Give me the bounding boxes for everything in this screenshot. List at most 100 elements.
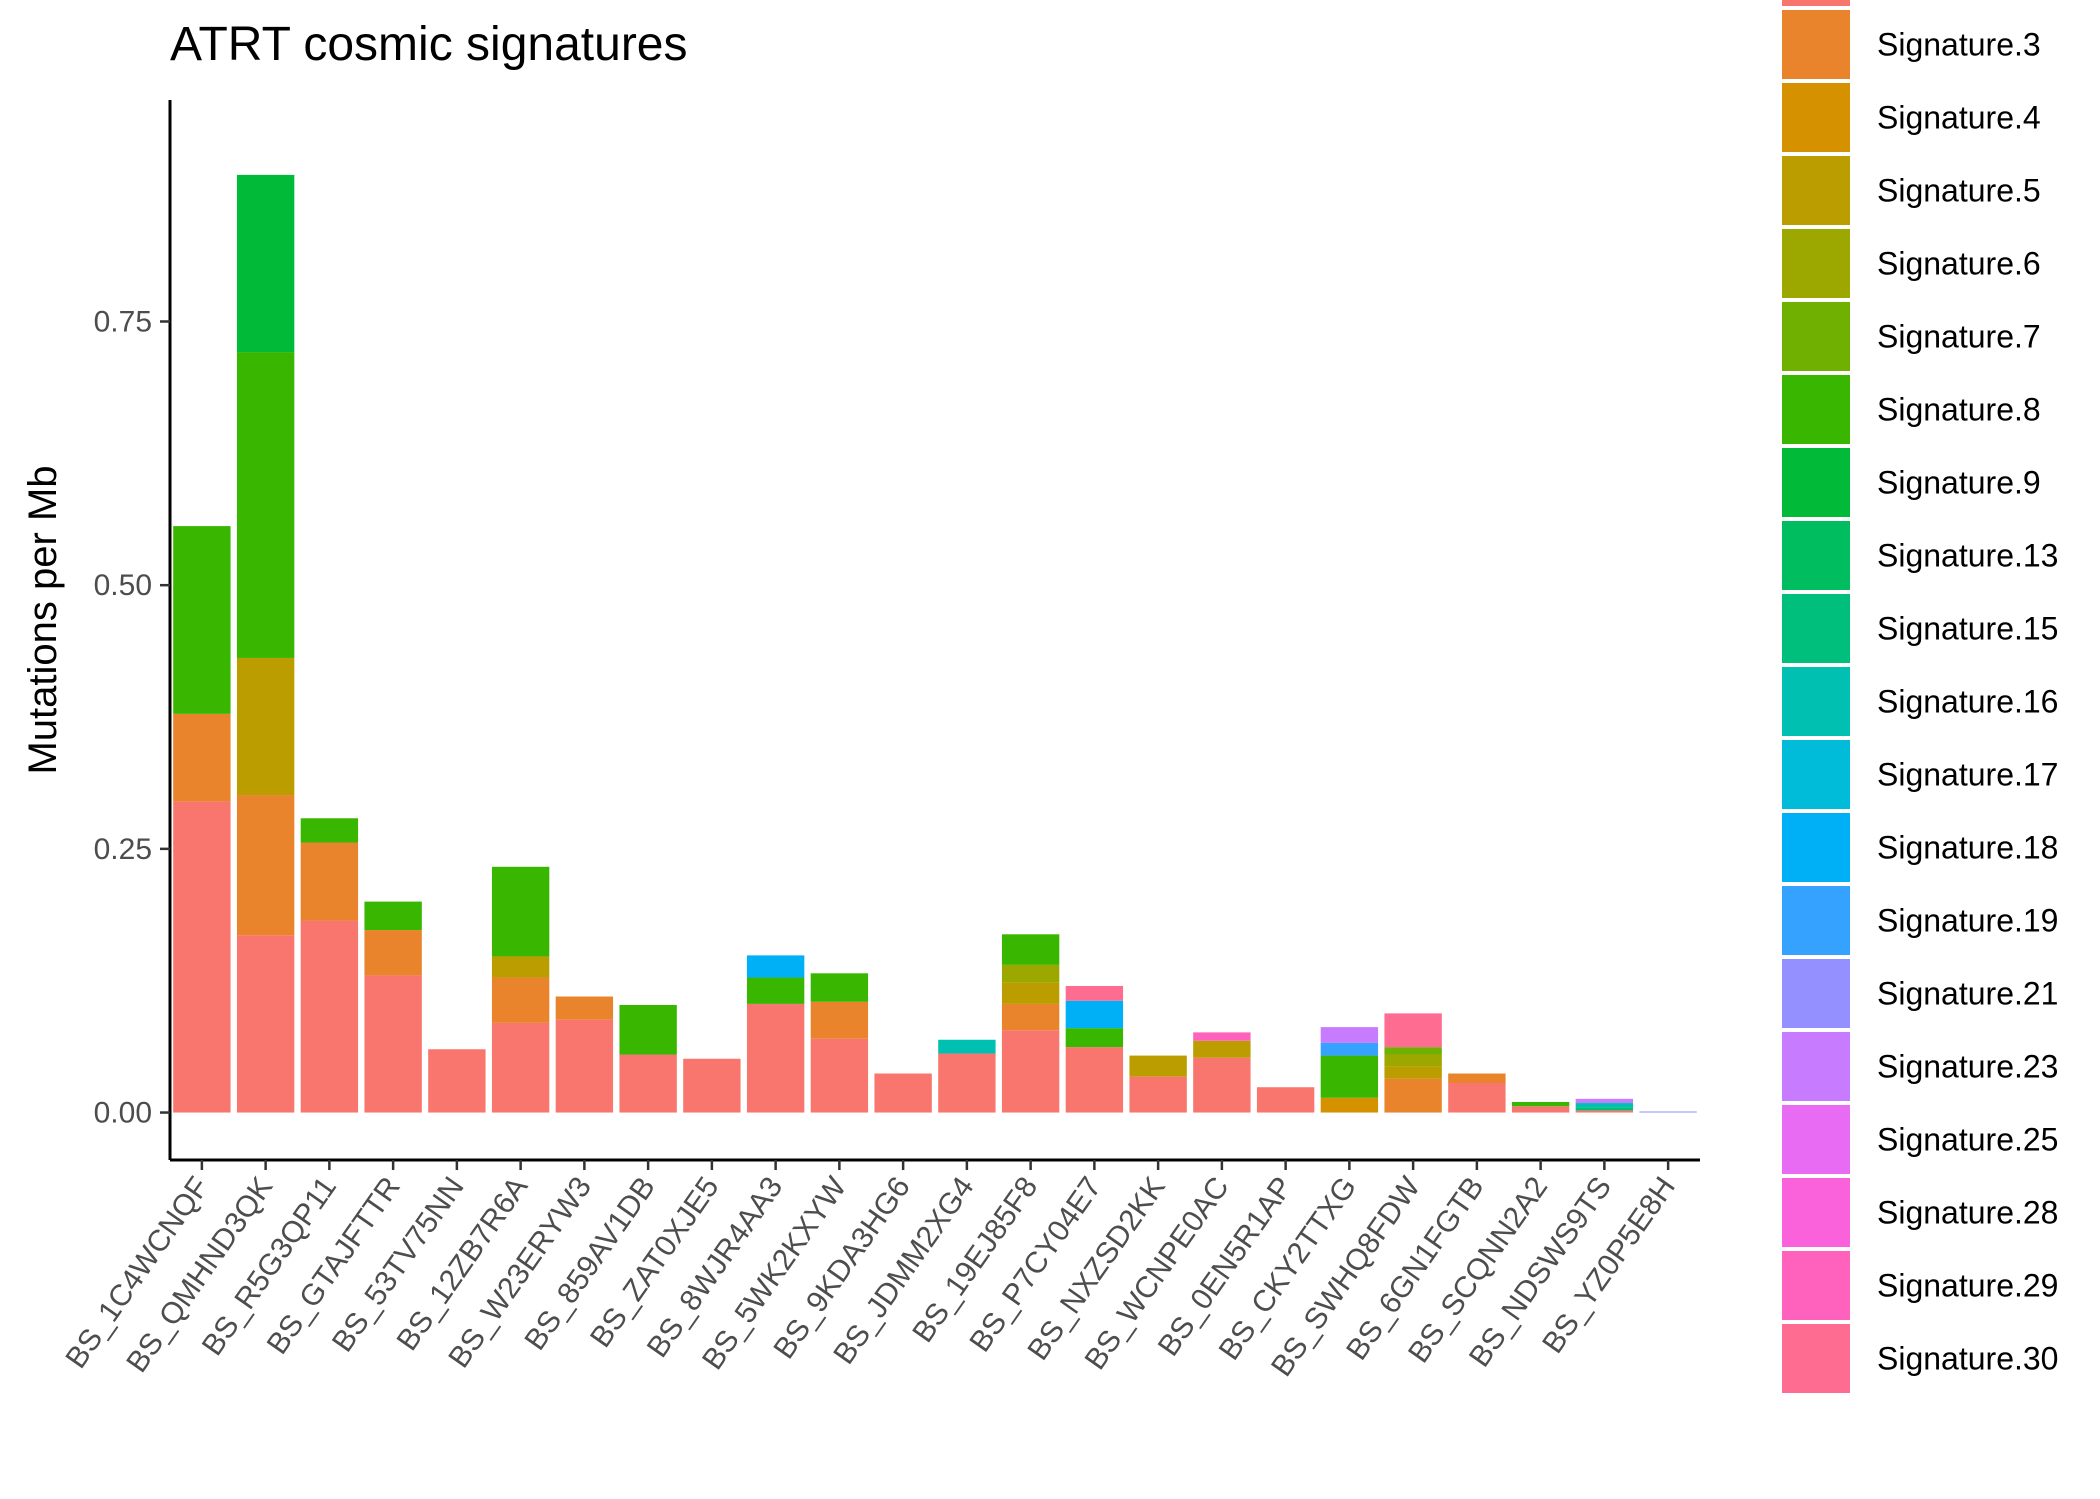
bar-segment: [555, 1019, 614, 1113]
y-tick-label: 0.75: [94, 305, 152, 338]
legend-label: Signature.5: [1877, 173, 2041, 209]
legend-key: [1782, 448, 1850, 517]
bar-segment: [1384, 1066, 1442, 1079]
legend-label: Signature.28: [1877, 1195, 2058, 1231]
bar-segment: [491, 977, 550, 1023]
legend-key: [1782, 10, 1850, 79]
bar-segment: [1065, 1028, 1124, 1048]
bar-segment: [1384, 1013, 1442, 1048]
legend-key: [1782, 156, 1850, 225]
legend-key: [1782, 667, 1850, 736]
bar-segment: [1320, 1055, 1379, 1098]
bar-segment: [1575, 1103, 1634, 1108]
bar-segment: [938, 1039, 996, 1054]
bar-segment: [364, 901, 422, 931]
bar-segment: [810, 1038, 869, 1113]
bar-segment: [746, 955, 805, 978]
legend-label: Signature.13: [1877, 538, 2058, 574]
bar-segment: [173, 801, 231, 1113]
bar-segment: [1001, 934, 1060, 965]
bar-segment: [619, 1054, 677, 1113]
bar-segment: [810, 1001, 869, 1039]
bar-segment: [1575, 1107, 1634, 1111]
bar-segment: [1448, 1073, 1506, 1083]
bar-segment: [1511, 1101, 1570, 1107]
bar-segment: [1448, 1083, 1506, 1113]
y-tick-label: 0.25: [94, 833, 152, 866]
legend-key: [1782, 521, 1850, 590]
legend-label: Signature.15: [1877, 611, 2058, 647]
chart-title: ATRT cosmic signatures: [170, 18, 688, 71]
legend-label: Signature.8: [1877, 392, 2041, 428]
legend-label: Signature.7: [1877, 319, 2041, 355]
legend-key: [1782, 375, 1850, 444]
y-axis-label: Mutations per Mb: [21, 465, 65, 774]
legend-label: Signature.16: [1877, 684, 2058, 720]
bar-segment: [1065, 985, 1124, 1001]
bar-segment: [173, 526, 231, 714]
bar-segment: [236, 657, 295, 796]
plot-area: 0.000.250.500.75BS_1C4WCNQFBS_QMHND3QKBS…: [59, 100, 1700, 1383]
bar-segment: [746, 1003, 805, 1113]
legend-key: [1782, 594, 1850, 663]
bar-segment: [1001, 982, 1060, 1004]
bar-segment: [364, 975, 422, 1113]
bar-segment: [1129, 1055, 1187, 1077]
legend-label: Signature.30: [1877, 1341, 2058, 1377]
bar-segment: [236, 352, 295, 658]
bar-segment: [300, 818, 359, 843]
legend-key: [1782, 959, 1850, 1028]
bar-segment: [428, 1049, 486, 1113]
legend-label: Signature.9: [1877, 465, 2041, 501]
y-tick-label: 0.00: [94, 1097, 152, 1130]
bar-segment: [1129, 1076, 1187, 1113]
legend-key: [1782, 0, 1850, 6]
y-tick-label: 0.50: [94, 569, 152, 602]
bar-segment: [236, 174, 295, 353]
bar-segment: [1384, 1054, 1442, 1067]
bar-segment: [1065, 1047, 1124, 1113]
bar-segment: [491, 1022, 550, 1113]
legend-label: Signature.17: [1877, 757, 2058, 793]
legend-label: Signature.21: [1877, 976, 2058, 1012]
bar-segment: [364, 930, 422, 976]
bar-segment: [1575, 1098, 1634, 1104]
bar-segment: [1001, 1003, 1060, 1031]
bar-segment: [300, 920, 359, 1113]
bar-segment: [683, 1058, 741, 1113]
bar-segment: [1384, 1078, 1442, 1113]
legend-key: [1782, 886, 1850, 955]
bar-segment: [491, 866, 550, 957]
legend-key: [1782, 83, 1850, 152]
bar-segment: [1320, 1097, 1379, 1113]
bar-segment: [1511, 1106, 1570, 1113]
bar-segment: [1384, 1047, 1442, 1055]
bar-segment: [746, 977, 805, 1004]
legend-key: [1782, 813, 1850, 882]
legend-key: [1782, 1251, 1850, 1320]
legend-key: [1782, 1324, 1850, 1393]
legend-label: Signature.18: [1877, 830, 2058, 866]
bar-segment: [1193, 1040, 1251, 1058]
legend-key: [1782, 302, 1850, 371]
bar-segment: [938, 1053, 996, 1113]
bar-segment: [1639, 1111, 1697, 1113]
bar-segment: [1320, 1042, 1379, 1056]
bar-segment: [810, 973, 869, 1002]
legend-key: [1782, 229, 1850, 298]
bar-segment: [555, 996, 614, 1020]
bar-segment: [1320, 1027, 1379, 1043]
bar-segment: [619, 1004, 677, 1055]
bar-segment: [1256, 1087, 1315, 1113]
legend-label: Signature.19: [1877, 903, 2058, 939]
bar-segment: [1575, 1110, 1634, 1113]
bar-segment: [1001, 1030, 1060, 1113]
bar-segment: [236, 795, 295, 936]
bar-segment: [1065, 1000, 1124, 1029]
bar-segment: [236, 935, 295, 1113]
legend-label: Signature.29: [1877, 1268, 2058, 1304]
legend-key: [1782, 740, 1850, 809]
bar-segment: [300, 842, 359, 921]
bar-segment: [491, 956, 550, 978]
